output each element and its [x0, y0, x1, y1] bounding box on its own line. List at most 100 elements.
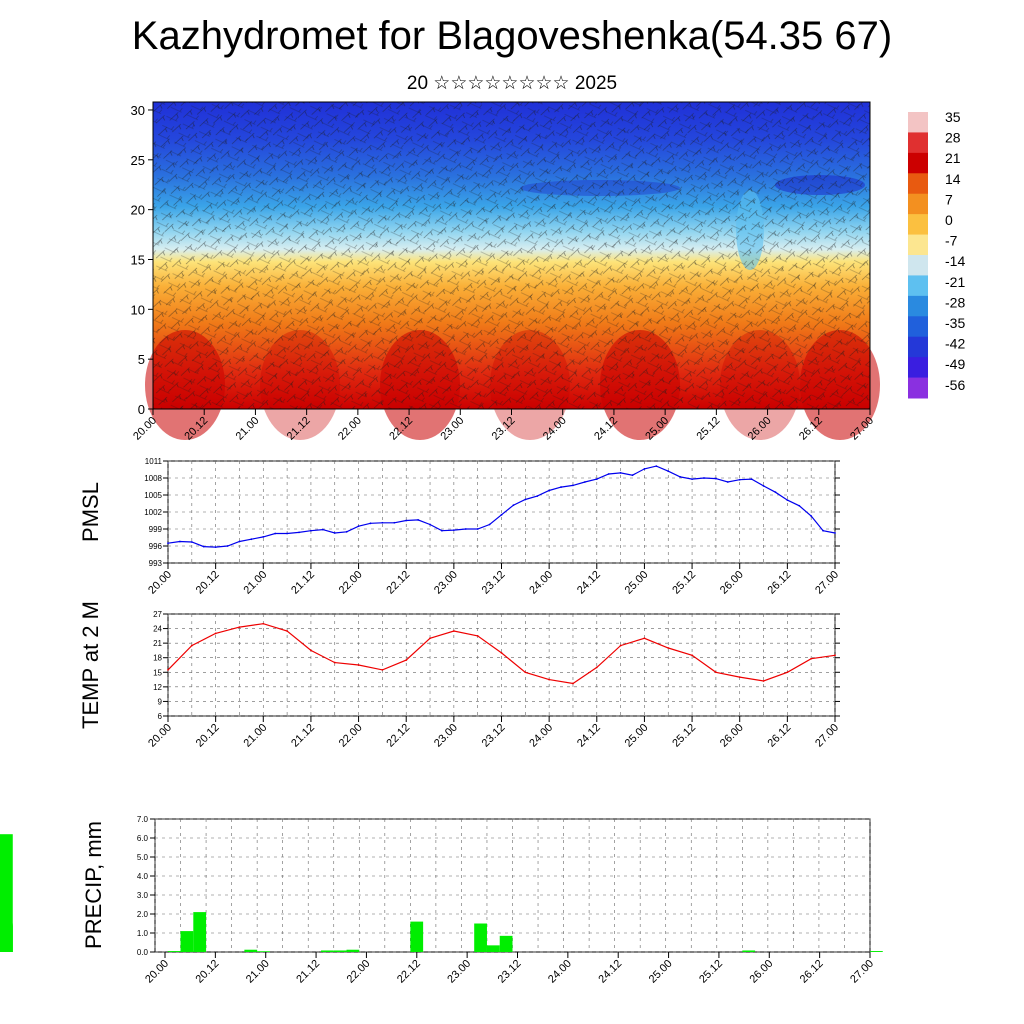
x-tick-label: 22.12: [384, 569, 412, 597]
x-tick-label: 20.12: [194, 722, 222, 750]
colorbar-label: -21: [945, 274, 965, 290]
colorbar-label: 0: [945, 212, 953, 228]
colorbar-label: -42: [945, 336, 965, 352]
precip-bar: [180, 931, 194, 952]
data-point: [393, 521, 396, 524]
precip-bar: [333, 950, 347, 952]
x-tick-label: 26.00: [747, 958, 775, 986]
y-tick-label: 5.0: [137, 853, 149, 862]
data-point: [250, 538, 253, 541]
data-point: [262, 622, 265, 625]
data-point: [464, 528, 467, 530]
data-point: [572, 484, 574, 487]
y-tick-label: 993: [149, 559, 163, 568]
colorbar-swatch: [908, 112, 928, 133]
colorbar-swatch: [908, 173, 928, 195]
data-point: [441, 529, 443, 532]
colorbar-swatch: [908, 132, 928, 154]
data-point: [560, 486, 562, 488]
y-tick-label: 1.0: [137, 929, 149, 938]
y-tick-label: 5: [138, 352, 145, 367]
y-tick-label: 4.0: [137, 872, 149, 881]
data-point: [667, 470, 670, 473]
data-point: [595, 666, 598, 669]
precip-bar: [0, 923, 13, 952]
x-tick-label: 23.00: [432, 722, 460, 750]
colorbar-label: -56: [945, 377, 965, 393]
x-tick-label: 21.00: [244, 958, 272, 986]
data-point: [738, 676, 741, 679]
x-tick-label: 22.00: [337, 722, 365, 750]
precip-bar: [742, 950, 756, 952]
data-point: [536, 495, 539, 498]
data-point: [214, 546, 217, 549]
precip-bar: [486, 945, 500, 952]
data-point: [619, 472, 622, 474]
data-point: [405, 659, 408, 662]
x-tick-label: 25.12: [670, 722, 698, 750]
x-tick-label: 21.00: [241, 569, 269, 597]
precip-bar: [193, 912, 207, 952]
colorbar-label: -14: [945, 253, 965, 269]
colorbar-swatch: [908, 336, 928, 358]
y-tick-label: 0: [138, 402, 145, 417]
data-point: [238, 540, 241, 543]
y-tick-label: 1002: [144, 508, 162, 517]
data-point: [810, 657, 813, 660]
data-point: [488, 523, 491, 526]
data-point: [321, 528, 324, 531]
x-tick-label: 25.00: [623, 722, 651, 750]
x-tick-label: 27.00: [813, 722, 841, 750]
x-tick-label: 24.00: [546, 958, 574, 986]
colorbar: 35 28 21 14 7 0 -7 -14 -21 -28 -35 -42 -49 -56: [908, 109, 965, 399]
y-tick-label: 30: [131, 103, 145, 118]
x-tick-label: 21.00: [234, 415, 262, 443]
x-tick-label: 20.00: [146, 569, 174, 597]
y-tick-label: 0.0: [137, 948, 149, 957]
y-tick-label: 25: [131, 153, 145, 168]
data-point: [310, 649, 312, 652]
y-tick-label: 999: [149, 525, 163, 534]
data-point: [703, 477, 705, 479]
data-point: [691, 654, 693, 657]
data-point: [655, 465, 658, 467]
colorbar-label: -35: [945, 315, 965, 331]
data-point: [190, 644, 193, 647]
y-axis-label: PMSL: [78, 482, 103, 542]
y-axis-label: PRECIP, mm: [81, 821, 106, 949]
wind-barbs: [153, 102, 870, 409]
colorbar-label: 7: [945, 191, 953, 207]
data-point: [583, 481, 586, 483]
y-tick-label: 2.0: [137, 910, 149, 919]
data-point: [429, 523, 431, 526]
y-tick-label: 7.0: [137, 815, 149, 824]
x-tick-label: 23.12: [480, 569, 508, 597]
data-point: [476, 634, 479, 637]
y-tick-label: 18: [153, 654, 162, 663]
data-point: [786, 499, 789, 501]
y-tick-label: 10: [131, 302, 145, 317]
precip-bar: [257, 951, 270, 952]
data-point: [286, 532, 289, 535]
x-tick-label: 20.12: [194, 569, 222, 597]
data-point: [595, 478, 598, 481]
colorbar-label: 28: [945, 130, 961, 146]
colorbar-swatch: [908, 295, 928, 317]
y-tick-label: 15: [153, 668, 162, 677]
data-point: [262, 536, 265, 538]
data-point: [834, 532, 836, 534]
colorbar-swatch: [908, 255, 928, 276]
x-tick-label: 20.12: [194, 958, 222, 986]
x-tick-label: 26.00: [718, 569, 746, 597]
y-tick-label: 21: [153, 639, 162, 648]
data-point: [167, 668, 169, 671]
x-tick-label: 22.00: [337, 569, 365, 597]
x-tick-label: 22.00: [345, 958, 373, 986]
data-point: [500, 513, 503, 516]
colorbar-label: 35: [945, 109, 961, 125]
data-point: [357, 664, 360, 666]
x-tick-label: 25.00: [623, 569, 651, 597]
data-point: [417, 519, 420, 521]
data-point: [548, 489, 551, 492]
